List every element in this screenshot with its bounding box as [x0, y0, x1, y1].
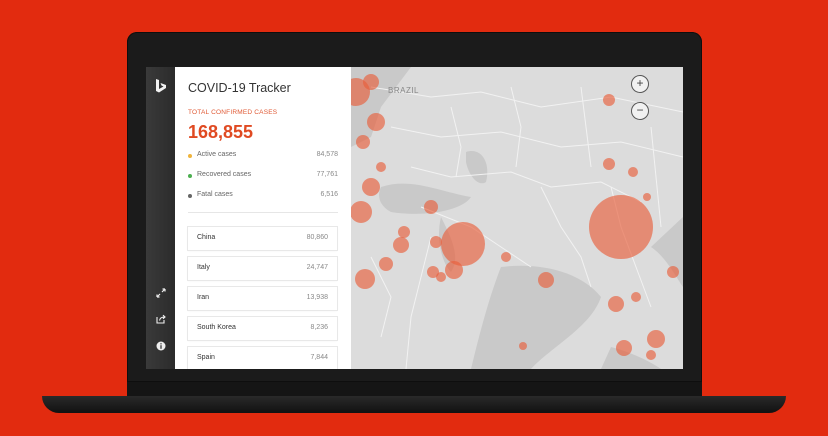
total-cases-value: 168,855	[188, 122, 254, 142]
country-name: Spain	[197, 354, 215, 361]
stat-value: 77,761	[316, 171, 338, 178]
country-card-south-korea[interactable]: South Korea 8,236	[188, 317, 337, 340]
total-cases-label: TOTAL CONFIRMED CASES	[188, 109, 278, 116]
recovered-dot-icon	[188, 174, 192, 178]
stat-label: Active cases	[197, 151, 237, 158]
map-canvas	[342, 67, 683, 369]
bubble-korea	[667, 266, 679, 278]
bubble-africa	[519, 342, 527, 350]
bubble-east-3	[643, 193, 651, 201]
app-screen: COVID-19 Tracker TOTAL CONFIRMED CASES 1…	[146, 67, 683, 369]
bubble-middle-east-7	[379, 257, 393, 271]
country-card-china[interactable]: China 80,860	[188, 227, 337, 250]
country-card-spain[interactable]: Spain 7,844	[188, 347, 337, 369]
bubble-europe-4	[350, 201, 372, 223]
laptop-base	[42, 396, 786, 413]
bubble-arabia	[427, 266, 439, 278]
bubble-iran	[441, 222, 485, 266]
stat-label: Recovered cases	[197, 171, 252, 178]
country-card-italy[interactable]: Italy 24,747	[188, 257, 337, 280]
bubble-se-asia-1	[608, 296, 624, 312]
country-card-iran[interactable]: Iran 13,938	[188, 287, 337, 310]
page-title: COVID-19 Tracker	[188, 81, 291, 95]
bing-logo-icon[interactable]	[146, 79, 175, 97]
bubble-middle-east-4	[430, 236, 442, 248]
stat-value: 84,578	[316, 151, 338, 158]
world-map[interactable]: BRAZIL + −	[342, 67, 683, 369]
bubble-se-asia-4	[616, 340, 632, 356]
country-name: South Korea	[197, 324, 236, 331]
expand-icon[interactable]	[146, 288, 175, 301]
map-borders	[370, 86, 683, 369]
bubble-europe-north	[363, 74, 379, 90]
country-count: 7,844	[310, 354, 328, 361]
stat-value: 6,516	[320, 191, 338, 198]
bubble-middle-east-8	[355, 269, 375, 289]
stat-active: Active cases 84,578	[188, 151, 338, 163]
bubble-top-right	[603, 94, 615, 106]
bubble-east-2	[628, 167, 638, 177]
country-name: China	[197, 234, 216, 241]
side-rail	[146, 67, 175, 369]
bubble-india	[501, 252, 511, 262]
info-icon[interactable]	[146, 341, 175, 354]
stat-recovered: Recovered cases 77,761	[188, 171, 338, 183]
laptop-hinge	[127, 382, 702, 396]
bubble-europe-5	[376, 162, 386, 172]
bubble-middle-east-3	[393, 237, 409, 253]
bubble-se-asia-2	[631, 292, 641, 302]
bubble-middle-east-2	[398, 226, 410, 238]
country-count: 80,860	[306, 234, 328, 241]
tracker-panel: COVID-19 Tracker TOTAL CONFIRMED CASES 1…	[175, 67, 351, 369]
bubble-se-asia-3	[647, 330, 665, 348]
divider	[188, 212, 338, 213]
fatal-dot-icon	[188, 194, 192, 198]
bubble-china	[589, 195, 653, 259]
bubble-europe-2	[356, 135, 370, 149]
bubble-south-asia	[538, 272, 554, 288]
map-label-brazil: BRAZIL	[388, 86, 420, 95]
bubble-middle-east-6	[436, 272, 446, 282]
bubble-se-asia-5	[646, 350, 656, 360]
active-dot-icon	[188, 154, 192, 158]
country-count: 8,236	[310, 324, 328, 331]
zoom-out-button[interactable]: −	[631, 102, 649, 120]
bubble-middle-east-5	[445, 261, 463, 279]
country-count: 24,747	[306, 264, 328, 271]
bubble-middle-east-1	[424, 200, 438, 214]
bubble-east-1	[603, 158, 615, 170]
zoom-in-button[interactable]: +	[631, 75, 649, 93]
country-name: Iran	[197, 294, 210, 301]
country-name: Italy	[197, 264, 210, 271]
share-icon[interactable]	[146, 314, 175, 327]
stat-fatal: Fatal cases 6,516	[188, 191, 338, 203]
bubble-europe-1	[367, 113, 385, 131]
stat-label: Fatal cases	[197, 191, 233, 198]
country-count: 13,938	[306, 294, 328, 301]
bubble-europe-3	[362, 178, 380, 196]
